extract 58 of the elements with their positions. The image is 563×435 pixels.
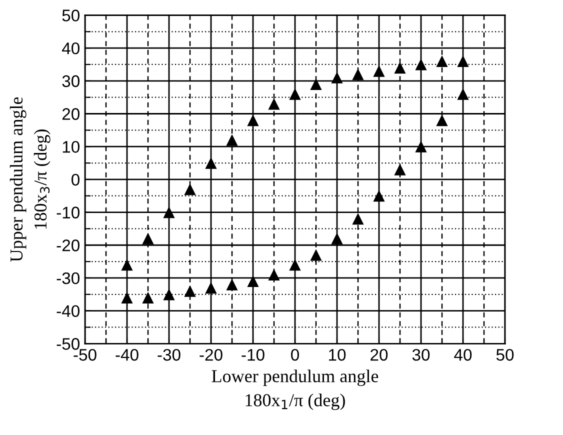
point (184, 285, 196, 297)
point (142, 292, 154, 304)
point (247, 275, 259, 288)
point (142, 232, 154, 244)
x-tick-label: -40 (116, 348, 138, 361)
y-axis-title: Upper pendulum angle 180x$_{3}$/π (deg) (10, 97, 50, 262)
y-tick-label: 0 (72, 174, 80, 186)
y-tick-label: 30 (62, 75, 80, 88)
point (415, 58, 427, 70)
y-tick-label: 50 (62, 10, 80, 22)
y-tick-label: -40 (56, 305, 80, 318)
point (163, 288, 175, 300)
y-tick-label: -20 (56, 240, 80, 252)
y-tick-label: 20 (62, 108, 80, 120)
y-tick-label: 40 (62, 42, 80, 54)
point (310, 78, 322, 90)
point (289, 259, 301, 271)
point (205, 157, 217, 169)
point (184, 183, 196, 196)
point (268, 98, 280, 110)
point (352, 213, 364, 225)
point (247, 114, 259, 126)
point (226, 134, 238, 146)
point (373, 190, 385, 202)
x-tick-label: 50 (496, 348, 514, 361)
point (352, 68, 364, 80)
point (331, 232, 343, 244)
y-tick-label: 10 (62, 140, 80, 153)
point (457, 88, 469, 100)
point (226, 278, 238, 290)
point (415, 140, 427, 152)
point (289, 88, 301, 100)
point (121, 259, 133, 271)
point (310, 249, 322, 261)
y-tick-label: -10 (56, 206, 80, 218)
x-tick-label: -50 (74, 348, 96, 361)
point (205, 282, 217, 294)
x-tick-label: 40 (454, 348, 472, 361)
x-axis-title: Lower pendulum angle 180x$_{1}$/π (deg) (212, 370, 378, 410)
point (394, 164, 406, 176)
point (163, 206, 175, 218)
point (436, 55, 448, 68)
point (457, 55, 469, 68)
point (394, 62, 406, 74)
x-tick-label: 10 (329, 348, 346, 361)
x-tick-label: -10 (242, 348, 264, 361)
x-tick-label: 20 (370, 348, 388, 361)
x-tick-label: 30 (412, 348, 430, 361)
x-tick-label: -30 (158, 348, 180, 361)
x-tick-label: -20 (200, 348, 222, 361)
y-tick-label: -30 (56, 272, 80, 284)
point (268, 268, 280, 280)
y-tick-label: -50 (56, 338, 80, 350)
point (121, 292, 133, 304)
point (373, 65, 385, 77)
point (331, 72, 343, 84)
point (436, 114, 448, 126)
x-tick-label: 0 (291, 348, 299, 361)
